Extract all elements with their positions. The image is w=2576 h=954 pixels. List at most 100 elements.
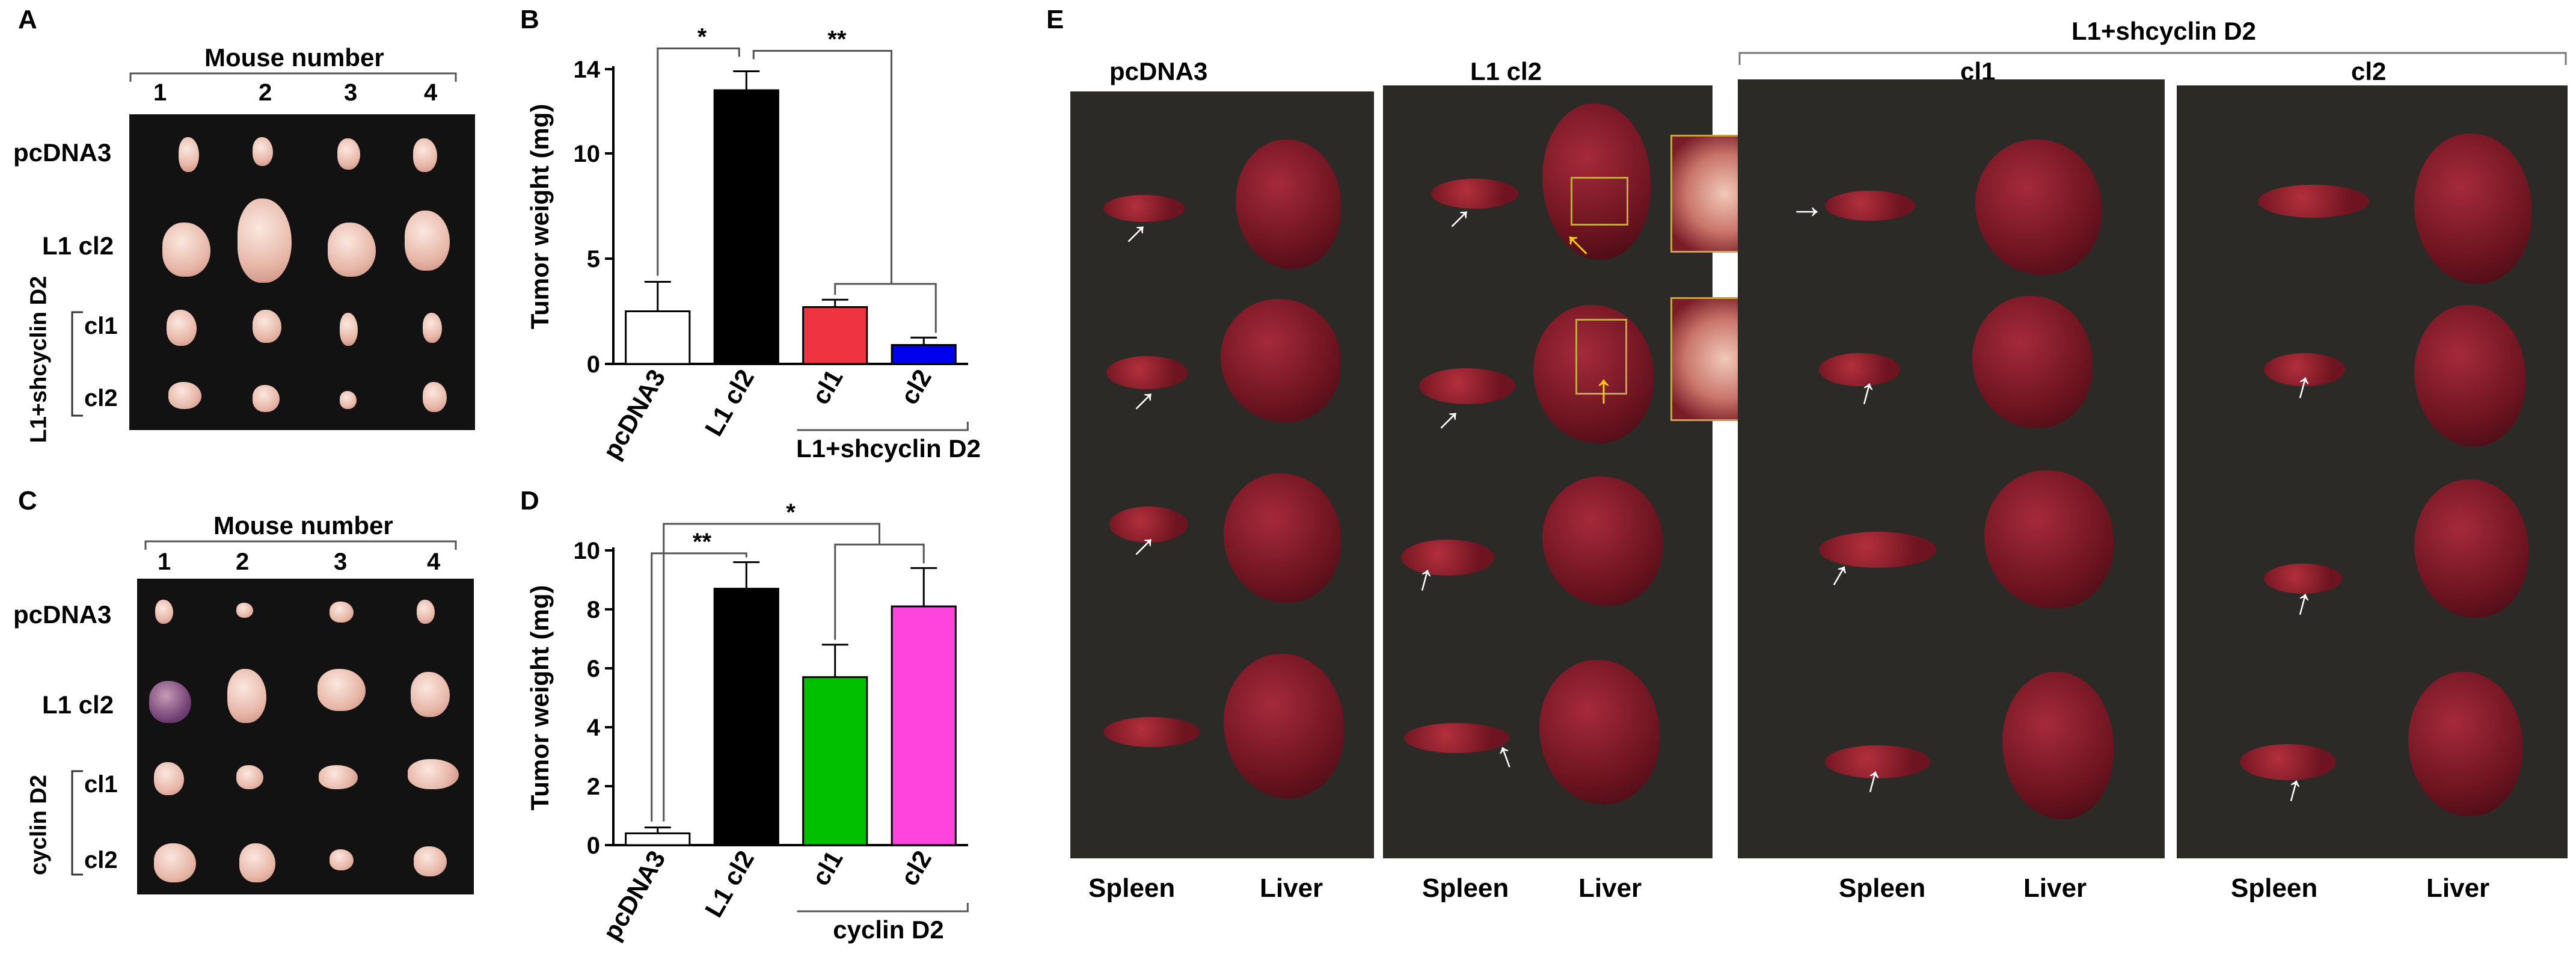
spleen-image [1819, 353, 1900, 386]
bar-cl1 [802, 306, 868, 365]
organ-photo-cl1: → → → → [1738, 79, 2165, 858]
tumor-image [149, 681, 191, 723]
mouse-number-header-c: Mouse number [213, 511, 393, 540]
group-label-a: L1+shcyclin D2 [26, 275, 52, 443]
group-bracket-c [71, 770, 83, 876]
tumor-image [155, 600, 173, 624]
spleen-image [1103, 195, 1185, 222]
organ-label-spleen: Spleen [1422, 873, 1509, 903]
bar-pcdna3 [625, 310, 691, 365]
liver-image [2002, 672, 2114, 819]
bar-l1-cl2 [713, 89, 779, 365]
spleen-image [1819, 532, 1936, 568]
zoom-box [1575, 319, 1627, 395]
tumor-image [328, 223, 376, 277]
organ-label-spleen: Spleen [2231, 873, 2318, 903]
tumor-image [340, 391, 357, 409]
bar-chart-b: 0 5 10 14 Tumor weight (mg) pcDNA3 L1 cl2 cl1 cl… [526, 24, 981, 464]
significance-label: * [698, 24, 707, 51]
spleen-image [1109, 506, 1188, 543]
col-header-pcdna3: pcDNA3 [1109, 57, 1208, 85]
mouse-1-a: 1 [153, 79, 167, 106]
organ-label-liver: Liver [2426, 873, 2490, 903]
group-header-e: L1+shcyclin D2 [2072, 17, 2256, 45]
spleen-image [1401, 540, 1494, 576]
tumor-image [253, 137, 273, 166]
liver-image [2414, 134, 2532, 284]
panel-label-a: A [18, 5, 37, 34]
tumor-image [411, 672, 450, 717]
tumor-image [253, 310, 281, 343]
row-label-l1cl2-c: L1 cl2 [42, 691, 114, 719]
organ-photo-pcdna3: → → → [1070, 91, 1374, 858]
mouse-1-c: 1 [158, 549, 171, 575]
row-label-cl1-c: cl1 [84, 771, 118, 798]
significance-bracket [752, 50, 892, 284]
mouse-2-c: 2 [236, 549, 250, 575]
group-label-c: cyclin D2 [26, 775, 52, 875]
yellow-arrow-icon: ↑ [1593, 366, 1614, 411]
tumor-image [239, 843, 275, 882]
tumor-image [330, 849, 354, 870]
spleen-image [1404, 723, 1509, 753]
significance-bracket [657, 48, 740, 276]
y-axis-label: Tumor weight (mg) [526, 104, 554, 330]
panel-label-c: C [18, 486, 37, 515]
liver-image [1236, 140, 1341, 269]
col-header-cl2: cl2 [2351, 57, 2387, 85]
row-label-l1cl2-a: L1 cl2 [42, 232, 114, 260]
spleen-image [1431, 179, 1518, 209]
tumor-image [340, 313, 358, 346]
tumor-photo-a [129, 114, 475, 430]
panel-label-b: B [520, 5, 539, 34]
y-tick-label: 8 [587, 597, 600, 623]
tumor-image [154, 843, 196, 882]
group-label: L1+shcyclin D2 [796, 434, 981, 463]
group-connector [834, 543, 925, 640]
row-label-cl2-c: cl2 [84, 847, 118, 873]
spleen-image [2264, 564, 2342, 594]
zoom-box [1571, 177, 1628, 226]
tumor-image [319, 765, 358, 789]
y-tick-label: 4 [587, 715, 601, 741]
liver-image [2408, 672, 2522, 816]
y-tick-label: 10 [574, 141, 601, 167]
spleen-image [1825, 745, 1930, 778]
liver-image [2414, 479, 2528, 618]
tumor-image [154, 762, 184, 795]
y-tick-label: 2 [587, 774, 600, 800]
tumor-image [330, 602, 354, 623]
liver-image [1542, 476, 1663, 606]
tumor-image [253, 385, 280, 412]
group-bracket [797, 422, 969, 431]
category-label: pcDNA3 [597, 846, 670, 945]
organ-label-spleen: Spleen [1088, 873, 1176, 903]
significance-label: ** [693, 529, 712, 555]
y-tick-label: 0 [587, 832, 600, 859]
organ-label-liver: Liver [1260, 873, 1323, 903]
spleen-image [1825, 191, 1915, 221]
tumor-image [417, 600, 435, 624]
bar-cl2 [891, 344, 957, 365]
category-label: pcDNA3 [597, 365, 670, 464]
row-label-cl1-a: cl1 [84, 313, 118, 339]
significance-bracket [663, 523, 880, 822]
category-label: L1 cl2 [699, 846, 759, 922]
col-header-l1cl2: L1 cl2 [1470, 57, 1542, 85]
tumor-image [227, 669, 266, 723]
tumor-image [408, 759, 459, 789]
organ-label-spleen: Spleen [1839, 873, 1926, 903]
mouse-header-bracket-a [129, 72, 457, 82]
spleen-image [1419, 368, 1515, 404]
liver-image [1533, 305, 1654, 443]
mouse-4-a: 4 [424, 79, 438, 106]
mouse-number-header-a: Mouse number [204, 43, 384, 72]
significance-label: * [786, 499, 796, 526]
liver-image [1542, 103, 1651, 260]
organ-label-liver: Liver [2023, 873, 2087, 903]
tumor-image [337, 138, 360, 170]
tumor-image [167, 310, 197, 346]
spleen-image [2264, 353, 2345, 386]
mouse-2-a: 2 [259, 79, 272, 106]
tumor-image [162, 223, 210, 277]
